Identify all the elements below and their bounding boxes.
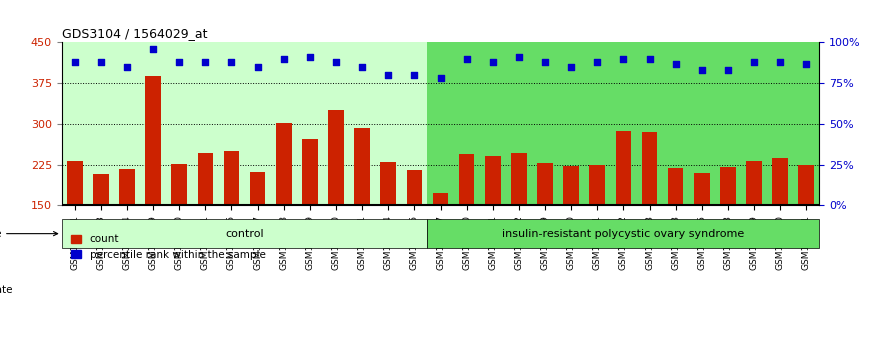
Bar [145,76,161,287]
Point [381,72,396,78]
Bar [511,153,527,287]
Point [564,64,578,70]
Point [277,56,291,62]
Point [225,59,239,65]
Bar [406,170,422,287]
Point [538,59,552,65]
Point [774,59,788,65]
Point [669,61,683,67]
Point [329,59,343,65]
Bar [172,164,187,287]
Bar [537,163,553,287]
Point [250,64,264,70]
Bar [798,165,814,287]
Bar [197,153,213,287]
Text: control: control [226,229,264,239]
Point [407,72,421,78]
Point [172,59,186,65]
Point [93,59,107,65]
Bar [746,161,762,287]
Bar [224,151,240,287]
Point [460,56,474,62]
FancyBboxPatch shape [62,219,427,248]
Text: insulin-resistant polycystic ovary syndrome: insulin-resistant polycystic ovary syndr… [502,229,744,239]
Point [747,59,761,65]
Point [355,64,369,70]
Point [799,61,813,67]
Bar [250,172,265,287]
Bar [773,158,788,287]
Bar [427,42,819,205]
Bar [354,128,370,287]
Bar [328,110,344,287]
Point [146,46,160,52]
Bar [62,42,427,205]
Bar [119,170,135,287]
Bar [433,193,448,287]
Point [485,59,500,65]
Bar [276,123,292,287]
Bar [589,165,605,287]
Point [120,64,134,70]
Bar [616,131,631,287]
Bar [720,167,736,287]
Point [512,54,526,60]
Bar [485,156,500,287]
Point [617,56,631,62]
Point [198,59,212,65]
Bar [694,173,709,287]
Point [303,54,317,60]
Bar [563,166,579,287]
Point [433,75,448,81]
Bar [93,174,108,287]
Bar [381,162,396,287]
Bar [302,139,318,287]
Bar [641,132,657,287]
Point [721,67,735,73]
Point [68,59,82,65]
Point [642,56,656,62]
Bar [459,154,475,287]
Text: disease state: disease state [0,229,57,239]
Bar [67,161,83,287]
Text: GDS3104 / 1564029_at: GDS3104 / 1564029_at [62,27,207,40]
Bar [668,169,684,287]
Legend: count, percentile rank within the sample: count, percentile rank within the sample [67,230,270,264]
FancyBboxPatch shape [427,219,819,248]
Point [695,67,709,73]
Point [590,59,604,65]
Text: disease state: disease state [0,285,16,295]
